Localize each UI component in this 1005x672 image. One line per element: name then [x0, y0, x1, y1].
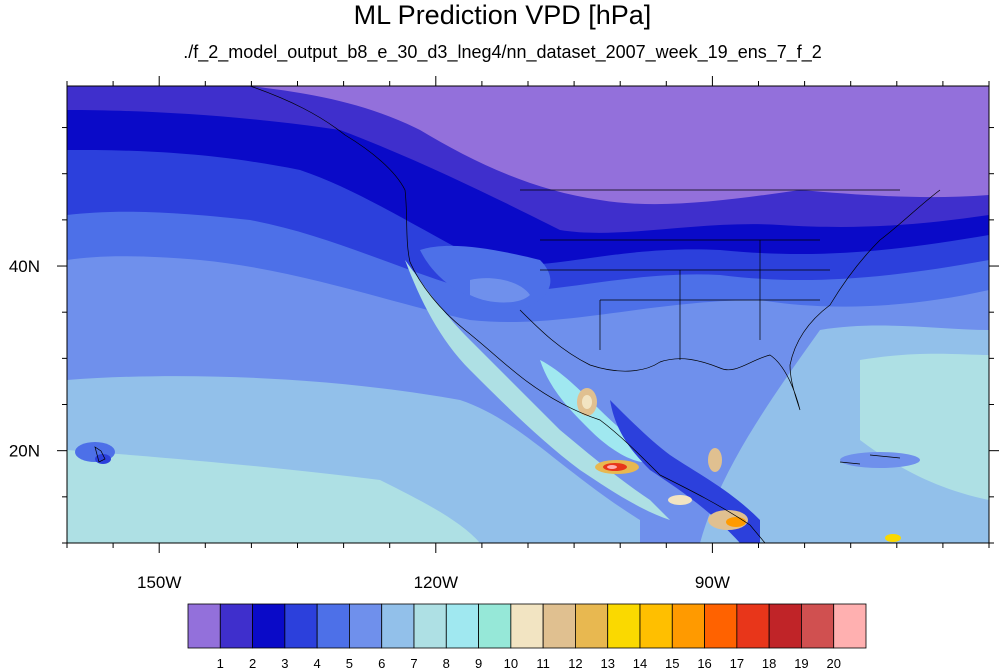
- colorbar-swatch: [671, 603, 705, 649]
- colorbar-label: 18: [762, 656, 776, 671]
- vpd-field: [67, 86, 989, 543]
- colorbar-label: 17: [730, 656, 744, 671]
- colorbar-swatch: [478, 603, 512, 649]
- colorbar-swatch: [704, 603, 738, 649]
- colorbar-swatch: [349, 603, 383, 649]
- axis-labels: 150W 120W 90W 40N 20N: [9, 257, 730, 592]
- colorbar-label: 1: [217, 656, 224, 671]
- colorbar-label: 14: [633, 656, 647, 671]
- colorbar-label: 9: [475, 656, 482, 671]
- colorbar-label: 8: [443, 656, 450, 671]
- colorbar-swatch: [187, 603, 221, 649]
- colorbar-label: 10: [504, 656, 518, 671]
- colorbar-swatch: [542, 603, 576, 649]
- axis-ticks: [57, 76, 999, 553]
- colorbar-label: 13: [600, 656, 614, 671]
- colorbar-labels: 1 2 3 4 5 6 7 8 9 10 11 12 13 14 15 16 17 18 19 20: [217, 656, 841, 671]
- colorbar-swatch: [801, 603, 835, 649]
- colorbar: [187, 603, 867, 649]
- colorbar-label: 2: [249, 656, 256, 671]
- lon-label: 150W: [137, 573, 181, 592]
- coastlines: [94, 86, 941, 543]
- lon-label: 90W: [695, 573, 730, 592]
- colorbar-label: 4: [314, 656, 321, 671]
- colorbar-label: 11: [536, 656, 550, 671]
- colorbar-swatch: [575, 603, 609, 649]
- colorbar-swatch: [736, 603, 770, 649]
- colorbar-label: 5: [346, 656, 353, 671]
- lat-label: 40N: [9, 257, 40, 276]
- colorbar-swatch: [252, 603, 286, 649]
- lat-label: 20N: [9, 442, 40, 461]
- colorbar-swatch: [219, 603, 253, 649]
- colorbar-swatch: [445, 603, 479, 649]
- colorbar-label: 20: [826, 656, 840, 671]
- lon-label: 120W: [414, 573, 458, 592]
- colorbar-swatch: [607, 603, 641, 649]
- colorbar-swatch: [381, 603, 415, 649]
- colorbar-swatch: [833, 603, 867, 649]
- colorbar-label: 15: [665, 656, 679, 671]
- colorbar-swatch: [768, 603, 802, 649]
- colorbar-swatch: [639, 603, 673, 649]
- colorbar-label: 19: [794, 656, 808, 671]
- map-title: ML Prediction VPD [hPa]: [353, 0, 652, 30]
- map-subtitle: ./f_2_model_output_b8_e_30_d3_lneg4/nn_d…: [183, 42, 822, 62]
- colorbar-label: 3: [281, 656, 288, 671]
- colorbar-label: 6: [378, 656, 385, 671]
- colorbar-swatch: [413, 603, 447, 649]
- colorbar-label: 12: [568, 656, 582, 671]
- colorbar-swatch: [316, 603, 350, 649]
- colorbar-swatch: [510, 603, 544, 649]
- colorbar-label: 16: [697, 656, 711, 671]
- colorbar-swatch: [284, 603, 318, 649]
- colorbar-label: 7: [410, 656, 417, 671]
